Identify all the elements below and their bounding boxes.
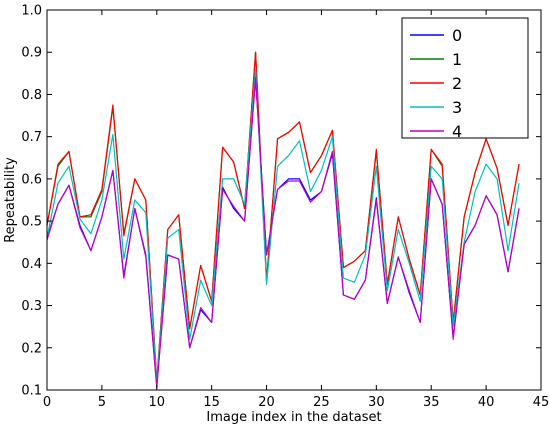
legend-label-3: 3 [452,98,462,117]
legend-frame [401,17,529,139]
y-tick-label: 0.5 [21,215,42,230]
y-tick-label: 0.6 [21,172,42,187]
x-tick-label: 5 [98,395,106,410]
series-line-4 [46,76,520,389]
legend-label-0: 0 [452,26,462,45]
y-tick-label: 0.2 [21,341,42,356]
x-tick-label: 0 [43,395,51,410]
x-tick-label: 35 [423,395,440,410]
y-tick-label: 0.3 [21,299,42,314]
x-tick-label: 10 [149,395,166,410]
y-tick-label: 0.4 [21,257,42,272]
series-line-2 [46,51,520,383]
x-axis-label: Image index in the dataset [206,410,381,425]
series-layer [46,51,520,389]
legend: 0 1 2 3 4 [401,17,529,141]
y-tick-label: 1.0 [21,4,42,19]
legend-label-4: 4 [452,122,462,141]
x-tick-label: 25 [313,395,330,410]
x-tick-label: 45 [533,395,550,410]
series-line-3 [46,68,520,385]
x-tick-label: 20 [258,395,275,410]
plot-frame [46,9,542,391]
legend-label-1: 1 [452,50,462,69]
y-tick-label: 0.1 [21,384,42,399]
y-tick-label: 0.7 [21,130,42,145]
tick-layer: 0 5 10 15 20 25 30 35 40 450.10.20.30.40.50.60.70… [21,4,549,411]
y-axis-label: Repeatability [3,157,18,243]
legend-label-2: 2 [452,74,462,93]
y-tick-label: 0.9 [21,46,42,61]
x-tick-label: 30 [368,395,385,410]
x-tick-label: 40 [478,395,495,410]
x-tick-label: 15 [203,395,220,410]
y-tick-label: 0.8 [21,88,42,103]
